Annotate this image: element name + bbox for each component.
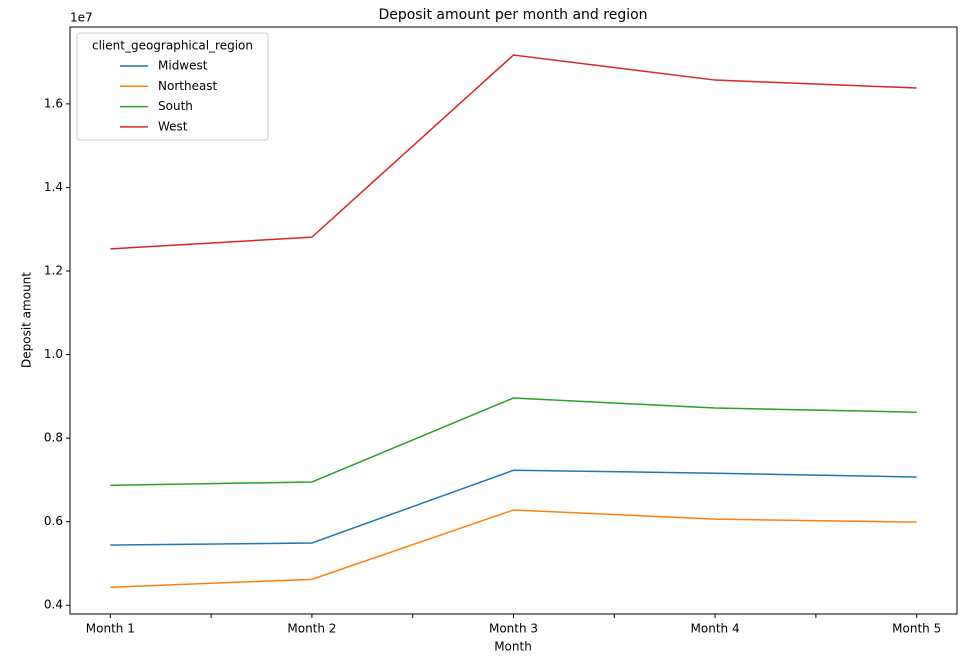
y-tick-label: 1.0 bbox=[44, 347, 63, 361]
x-tick-label: Month 5 bbox=[892, 622, 941, 636]
plot-frame bbox=[69, 26, 958, 615]
y-tick-label: 1.6 bbox=[44, 96, 63, 110]
legend: client_geographical_region Midwest Northea… bbox=[76, 32, 269, 141]
legend-label: Northeast bbox=[158, 79, 218, 93]
series-line bbox=[110, 397, 917, 487]
x-tick-label: Month 3 bbox=[489, 622, 538, 636]
legend-title: client_geographical_region bbox=[92, 39, 253, 53]
legend-box bbox=[76, 32, 269, 141]
y-tick-label: 1.4 bbox=[44, 180, 63, 194]
series-line bbox=[110, 509, 917, 589]
legend-label: West bbox=[158, 119, 188, 133]
legend-label: Midwest bbox=[158, 59, 208, 73]
y-tick-label: 1.2 bbox=[44, 263, 63, 277]
legend-label: South bbox=[158, 99, 193, 113]
x-tick-label: Month 4 bbox=[691, 622, 740, 636]
x-axis-label: Month bbox=[494, 640, 532, 654]
chart-title: Deposit amount per month and region bbox=[378, 7, 647, 23]
x-tick-label: Month 1 bbox=[86, 622, 135, 636]
y-tick-label: 0.6 bbox=[44, 514, 63, 528]
y-tick-label: 0.8 bbox=[44, 431, 63, 445]
x-tick-label: Month 2 bbox=[287, 622, 336, 636]
series-line bbox=[110, 469, 917, 546]
y-axis-label: Deposit amount bbox=[20, 272, 34, 368]
y-tick-label: 0.4 bbox=[44, 598, 63, 612]
series-line bbox=[110, 54, 917, 250]
y-offset-label: 1e7 bbox=[70, 11, 93, 25]
